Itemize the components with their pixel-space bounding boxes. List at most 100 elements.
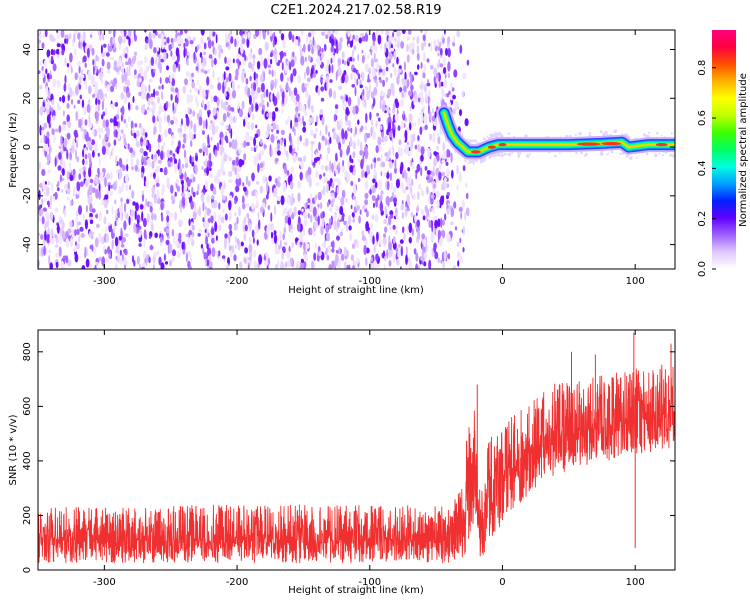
noise-speckle <box>125 157 128 165</box>
noise-speckle <box>285 150 289 158</box>
noise-speckle <box>56 224 60 234</box>
noise-speckle <box>420 154 424 162</box>
noise-speckle <box>318 251 322 257</box>
noise-speckle <box>435 227 439 238</box>
noise-speckle <box>197 79 199 86</box>
noise-speckle <box>308 55 311 62</box>
noise-speckle <box>234 200 237 204</box>
noise-speckle <box>351 243 356 249</box>
noise-speckle <box>154 232 159 239</box>
noise-speckle <box>388 109 391 114</box>
noise-speckle <box>91 231 95 236</box>
noise-speckle <box>276 91 280 101</box>
noise-speckle <box>153 125 156 136</box>
noise-speckle <box>301 82 306 93</box>
noise-speckle <box>310 140 315 145</box>
noise-speckle <box>401 77 405 83</box>
noise-speckle <box>260 56 264 67</box>
noise-speckle <box>57 31 60 40</box>
noise-speckle <box>106 145 110 156</box>
noise-speckle <box>359 127 363 132</box>
noise-speckle <box>307 32 312 38</box>
noise-speckle <box>400 41 404 49</box>
noise-speckle <box>375 44 378 53</box>
noise-speckle <box>41 129 44 134</box>
noise-speckle <box>330 57 333 64</box>
noise-speckle <box>337 41 342 51</box>
noise-speckle <box>231 89 237 99</box>
noise-speckle <box>359 150 364 156</box>
noise-speckle <box>213 175 218 184</box>
noise-speckle <box>206 259 210 267</box>
noise-speckle <box>67 67 70 74</box>
noise-speckle <box>88 233 92 238</box>
noise-speckle <box>38 70 41 74</box>
noise-speckle <box>54 234 58 239</box>
noise-speckle <box>437 136 441 145</box>
noise-speckle <box>350 254 354 261</box>
noise-speckle <box>360 141 363 152</box>
noise-speckle <box>121 105 125 116</box>
noise-speckle <box>164 261 169 265</box>
carrier-hotspot <box>487 145 496 149</box>
noise-speckle <box>80 40 83 50</box>
noise-speckle <box>339 118 342 126</box>
noise-speckle <box>87 69 91 81</box>
noise-speckle <box>68 87 73 98</box>
noise-speckle <box>179 203 182 214</box>
noise-speckle <box>280 33 285 41</box>
noise-speckle <box>283 241 288 246</box>
noise-speckle <box>375 30 378 36</box>
noise-speckle <box>44 197 47 202</box>
noise-speckle <box>83 128 87 135</box>
noise-speckle <box>82 158 85 166</box>
noise-speckle <box>375 197 378 208</box>
noise-speckle <box>184 181 188 192</box>
noise-speckle <box>161 39 165 50</box>
noise-speckle <box>82 41 86 48</box>
noise-speckle <box>281 129 285 136</box>
noise-speckle <box>153 251 157 258</box>
noise-speckle <box>352 195 356 201</box>
noise-speckle <box>197 112 200 120</box>
noise-speckle <box>170 50 173 57</box>
noise-speckle <box>367 132 371 139</box>
noise-speckle <box>43 122 48 129</box>
colorbar-tick-label: 0.6 <box>697 110 708 126</box>
noise-speckle <box>46 148 49 153</box>
noise-speckle <box>427 94 430 106</box>
noise-speckle <box>198 228 203 234</box>
carrier-halo <box>493 153 497 157</box>
noise-speckle <box>156 166 159 174</box>
noise-speckle <box>205 235 208 246</box>
noise-speckle <box>276 150 281 156</box>
noise-speckle <box>417 135 420 141</box>
noise-speckle <box>304 217 308 227</box>
noise-speckle <box>430 176 433 183</box>
noise-speckle <box>187 236 190 245</box>
noise-speckle <box>303 241 306 252</box>
noise-speckle <box>216 109 219 118</box>
noise-speckle <box>362 99 365 107</box>
noise-speckle <box>78 173 82 180</box>
noise-speckle <box>61 124 66 131</box>
noise-speckle <box>182 249 186 255</box>
noise-speckle <box>405 186 409 191</box>
noise-speckle <box>61 168 65 175</box>
noise-speckle <box>423 114 428 125</box>
noise-speckle <box>302 104 306 114</box>
noise-speckle <box>256 152 259 162</box>
noise-speckle <box>137 60 140 68</box>
noise-speckle <box>300 55 305 66</box>
noise-speckle <box>114 220 117 227</box>
noise-speckle <box>342 160 345 167</box>
noise-speckle <box>152 32 156 40</box>
noise-speckle <box>124 202 127 213</box>
noise-speckle <box>446 192 451 196</box>
noise-speckle <box>280 260 284 269</box>
noise-speckle <box>298 157 302 162</box>
noise-speckle <box>76 181 81 192</box>
noise-speckle <box>306 176 310 183</box>
noise-speckle <box>104 93 107 98</box>
noise-speckle <box>371 256 373 263</box>
